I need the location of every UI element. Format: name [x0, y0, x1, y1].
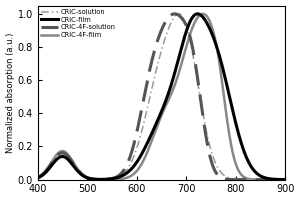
Y-axis label: Normalized absorption (a.u.): Normalized absorption (a.u.) [6, 32, 15, 153]
Legend: CRIC-solution, CRIC-film, CRIC-4F-solution, CRIC-4F-film: CRIC-solution, CRIC-film, CRIC-4F-soluti… [40, 8, 117, 39]
